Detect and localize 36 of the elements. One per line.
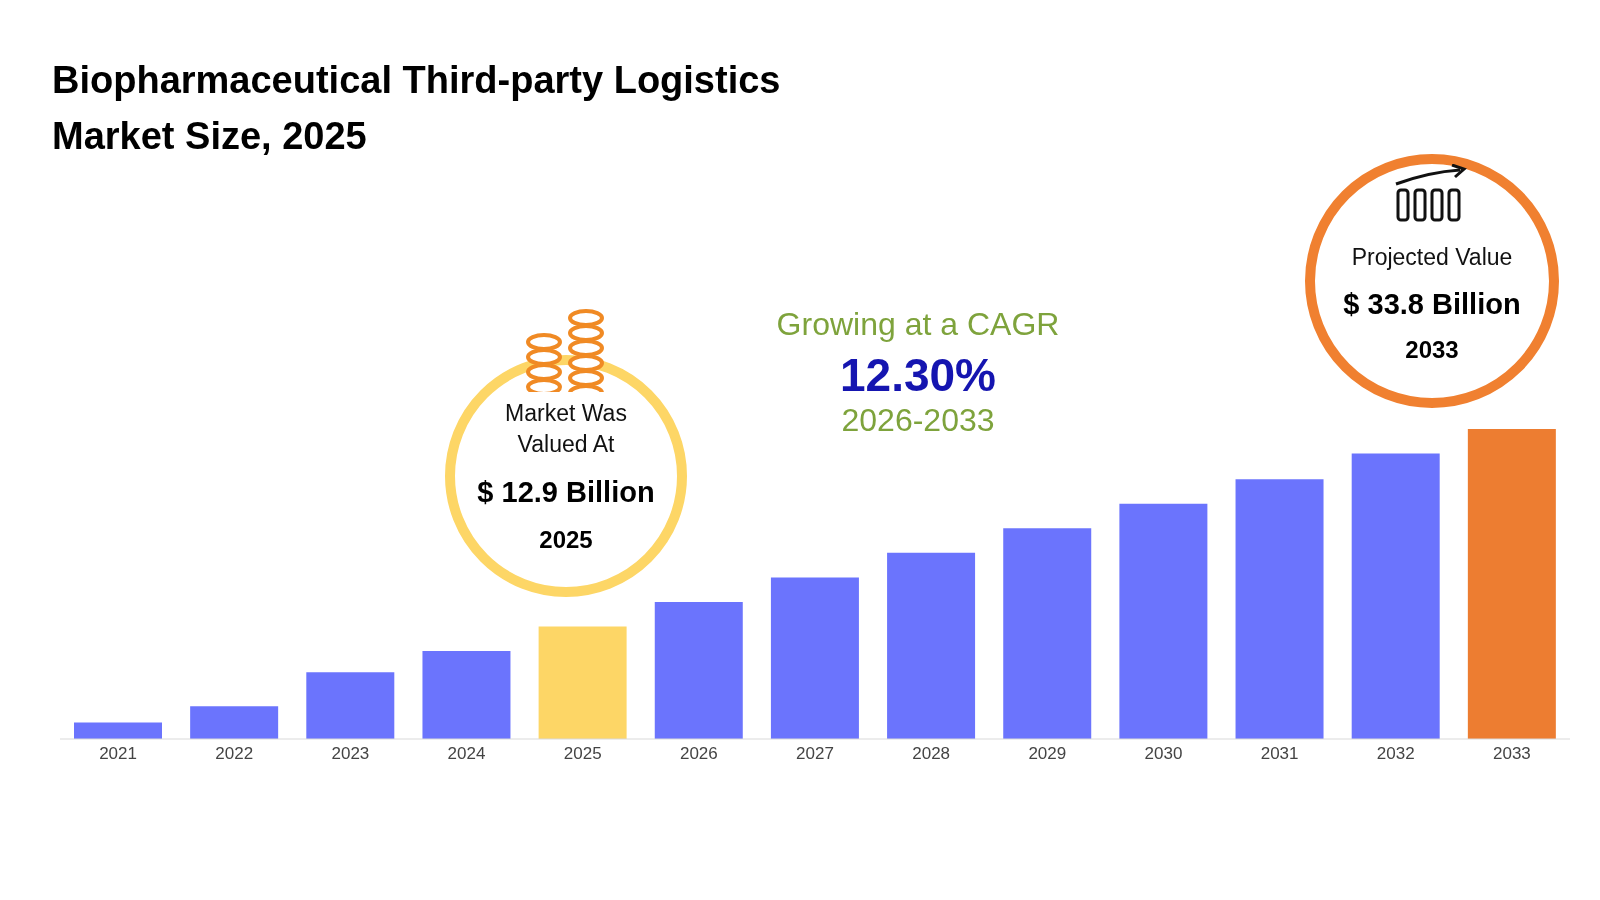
bar (1467, 429, 1556, 739)
x-tick-label: 2025 (563, 744, 602, 764)
annotation: Market Was Valued At (504, 399, 628, 459)
x-tick-label: 2022 (215, 744, 254, 764)
text: Projected Value (1350, 244, 1514, 271)
annotation: $ 12.9 Billion (476, 476, 656, 509)
bar (538, 626, 627, 739)
annotation: 2026-2033 (840, 402, 996, 439)
annotation: 2025 (538, 526, 594, 554)
text: 12.30% (839, 348, 997, 402)
x-tick-label: 2032 (1376, 744, 1415, 764)
x-tick-label: 2021 (99, 744, 137, 764)
bar (190, 706, 279, 739)
x-tick-label: 2024 (447, 744, 486, 764)
x-tick-label: 2031 (1260, 744, 1299, 764)
x-tick-label: 2030 (1144, 744, 1183, 764)
bar (654, 601, 743, 739)
x-tick-label: 2023 (331, 744, 370, 764)
bar (1119, 503, 1208, 739)
bar (887, 552, 976, 739)
bar (1235, 479, 1324, 739)
bar (770, 577, 859, 739)
x-tick-label: 2027 (796, 744, 834, 764)
bar (306, 672, 395, 739)
bar (1003, 528, 1092, 739)
bar (1351, 453, 1440, 739)
x-tick-label: 2026 (679, 744, 718, 764)
x-tick-label: 2028 (912, 744, 951, 764)
chart-title: Biopharmaceutical Third-party Logistics Market Size, 2025 (52, 58, 782, 159)
text: Growing at a CAGR (775, 306, 1061, 343)
bar (74, 722, 162, 739)
x-tick-label: 2029 (1028, 744, 1067, 764)
bar (422, 650, 511, 739)
text: 2033 (1404, 336, 1460, 364)
text: $ 33.8 Billion (1342, 288, 1522, 321)
x-tick-label: 2033 (1493, 744, 1531, 764)
